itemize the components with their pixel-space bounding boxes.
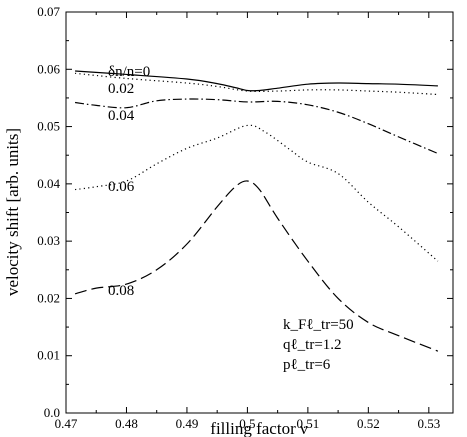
series-label-2: 0.04 [108, 108, 135, 124]
y-axis-title: velocity shift [arb. units] [3, 128, 22, 296]
x-tick-label-4: 0.51 [297, 416, 320, 431]
annotation-q: qℓ_tr=1.2 [283, 337, 342, 353]
series-label-4: 0.08 [108, 283, 134, 299]
x-tick-label-5: 0.52 [357, 416, 380, 431]
axis-ticks [65, 11, 453, 414]
series-label-1: 0.02 [108, 81, 134, 97]
x-tick-label-3: 0.5 [239, 416, 255, 431]
y-tick-label-5: 0.05 [37, 119, 60, 134]
annotation-kf: k_Fℓ_tr=50 [283, 317, 354, 333]
series-label-0: δn/n=0 [108, 64, 150, 80]
series-line-1 [75, 72, 438, 96]
series-line-0 [75, 70, 438, 92]
y-tick-label-2: 0.02 [37, 290, 60, 305]
x-tick-label-2: 0.49 [176, 416, 199, 431]
tick-labels: 0.47 0.48 0.49 0.5 0.51 0.52 0.53 0.0 0.01 0.02 0.… [37, 4, 440, 431]
x-tick-label-1: 0.48 [115, 416, 138, 431]
y-tick-label-7: 0.07 [37, 4, 60, 19]
y-tick-label-3: 0.03 [37, 233, 60, 248]
x-tick-label-6: 0.53 [417, 416, 440, 431]
y-tick-label-6: 0.06 [37, 61, 60, 76]
x-tick-label-0: 0.47 [55, 416, 78, 431]
x-axis-title: filling factor ν [210, 419, 308, 437]
y-tick-label-1: 0.01 [37, 348, 60, 363]
series-lines [74, 70, 439, 352]
annotation-p: pℓ_tr=6 [283, 357, 331, 373]
series-label-3: 0.06 [108, 179, 135, 195]
series-line-4 [74, 180, 439, 352]
y-tick-label-0: 0.0 [44, 405, 60, 420]
y-tick-label-4: 0.04 [37, 176, 60, 191]
series-line-2 [74, 98, 439, 155]
